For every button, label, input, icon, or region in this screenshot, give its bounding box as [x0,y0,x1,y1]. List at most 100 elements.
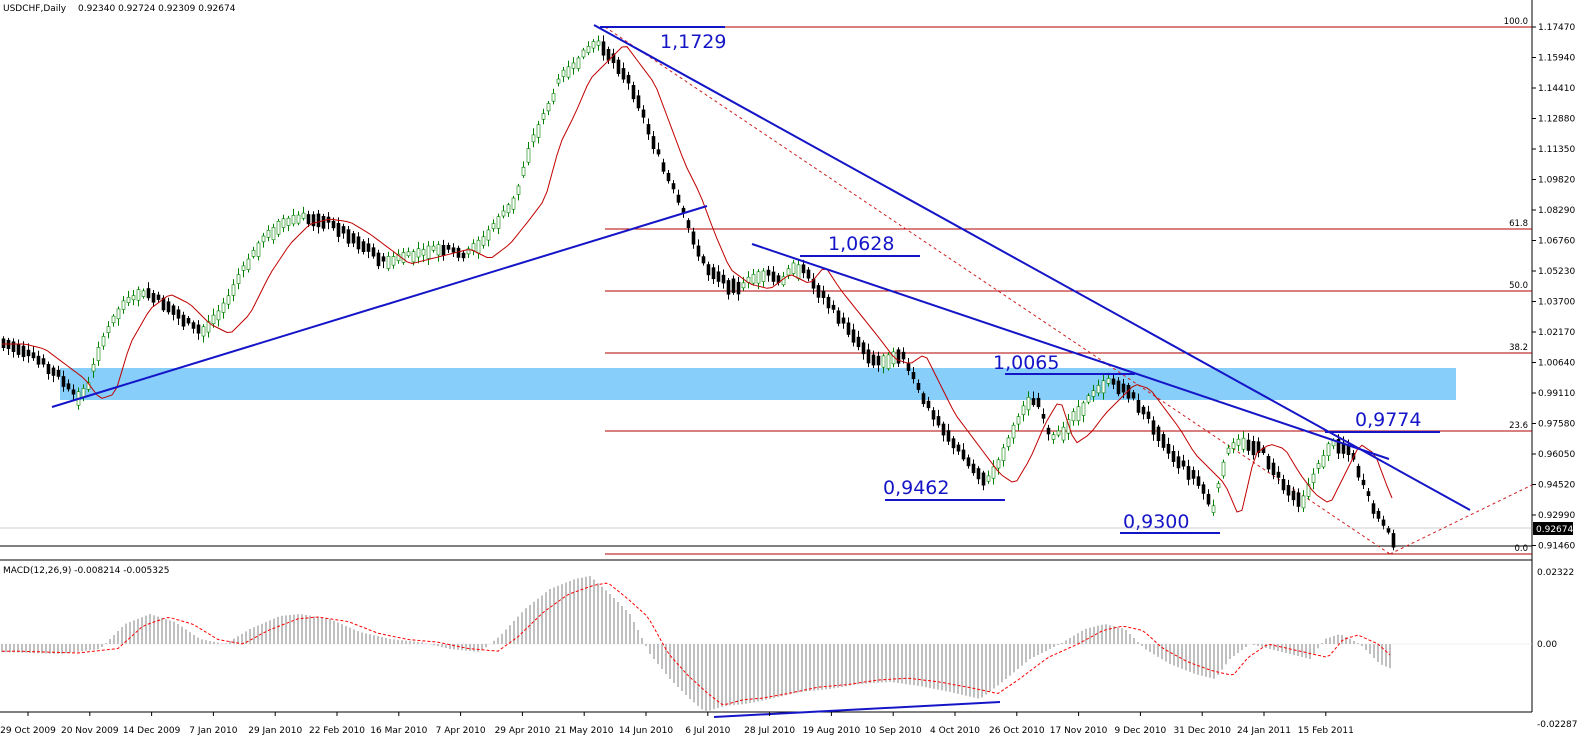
bear-candle [696,245,701,257]
bear-candle [956,444,961,452]
time-tick-label: 21 May 2010 [555,726,614,736]
bull-candle [596,40,601,46]
bear-candle [616,59,621,74]
bear-candle [606,48,611,61]
bear-candle [356,236,361,250]
bear-candle [1136,399,1141,413]
bear-candle [1151,420,1156,435]
bull-candle [491,223,496,229]
bear-candle [1181,460,1186,467]
bull-candle [401,252,406,263]
bull-candle [221,302,226,313]
bear-candle [961,449,966,460]
bear-candle [946,430,951,442]
bear-candle [1186,466,1191,480]
bear-candle [1206,493,1211,505]
bear-candle [641,109,646,118]
bull-candle [1021,405,1026,415]
bull-candle [1096,385,1101,394]
time-tick-label: 29 Oct 2009 [0,726,56,736]
bear-candle [61,376,66,387]
bear-candle [636,95,641,109]
macd-label: MACD(12,26,9) -0.008214 -0.005325 [3,566,169,576]
annotation-0-9774: 0,9774 [1355,409,1421,431]
bear-candle [1291,490,1296,501]
macd-tick-bottom: -0.02287 [1537,720,1577,730]
bear-candle [646,124,651,135]
bear-candle [371,247,376,257]
bear-candle [381,256,386,262]
bear-candle [651,136,656,150]
candlestick-series [1,35,1396,551]
secondary-downtrend-line[interactable] [751,243,1390,460]
bear-candle [1191,470,1196,479]
bull-candle [526,148,531,163]
bull-candle [1066,419,1071,434]
bull-candle [251,250,256,257]
price-tick-label: 0.96050 [1538,450,1575,460]
bear-candle [361,241,366,252]
bear-candle [1121,383,1126,393]
bull-candle [546,103,551,112]
price-tick-label: 1.08290 [1538,206,1575,216]
price-tick-label: 1.11350 [1538,145,1575,155]
bull-candle [886,354,891,369]
bear-candle [926,400,931,409]
time-tick-label: 4 Oct 2010 [930,726,980,736]
bear-candle [731,278,736,293]
bear-candle [1281,479,1286,491]
bear-candle [806,269,811,279]
main-chart-area[interactable] [0,0,1532,560]
bear-candle [1041,413,1046,419]
bear-candle [1031,398,1036,406]
time-tick-label: 31 Dec 2010 [1173,726,1231,736]
bear-candle [626,74,631,84]
bull-candle [436,244,441,256]
bear-candle [831,304,836,310]
fib-label-100: 100.0 [1504,17,1528,27]
projection-line [1389,484,1533,555]
bull-candle [1231,442,1236,449]
time-tick-label: 26 Oct 2010 [989,726,1045,736]
time-tick-label: 14 Dec 2009 [123,726,181,736]
fib-label-61-8: 61.8 [1509,219,1528,229]
bear-candle [341,226,346,234]
bear-candle [146,288,151,299]
price-tick-label: 1.03700 [1538,298,1575,308]
bull-candle [481,236,486,246]
bear-candle [971,463,976,474]
price-axis[interactable]: 1.17470 1.15940 1.14410 1.12880 1.11350 1.098… [1532,23,1575,552]
bull-candle [1311,473,1316,483]
bear-candle [1166,443,1171,454]
bear-candle [346,229,351,244]
uptrend-line[interactable] [51,205,708,408]
bear-candle [1276,471,1281,478]
bear-candle [671,183,676,190]
trendlines [51,24,1471,534]
time-axis[interactable]: 29 Oct 2009 20 Nov 2009 14 Dec 2009 7 Jan 2… [0,712,1354,736]
bear-candle [1141,406,1146,415]
bear-candle [676,194,681,203]
bear-candle [841,317,846,324]
time-tick-label: 29 Jan 2010 [248,726,302,736]
bull-candle [591,41,596,49]
annotation-1-0628: 1,0628 [828,233,894,255]
bear-candle [351,233,356,244]
bear-candle [826,296,831,309]
time-tick-label: 6 Jul 2010 [685,726,730,736]
bull-candle [551,93,556,102]
bull-candle [91,364,96,372]
time-tick-label: 7 Apr 2010 [436,726,486,736]
bear-candle [311,214,316,227]
bear-candle [966,457,971,467]
bear-candle [331,220,336,229]
bear-candle [461,252,466,259]
fib-diagonal [604,26,1391,555]
bull-candle [471,243,476,251]
main-downtrend-line[interactable] [593,24,1471,511]
bear-candle [1256,441,1261,454]
macd-histogram [1,576,1391,712]
bear-candle [306,214,311,225]
current-price-label: 0.92674 [1536,525,1573,535]
